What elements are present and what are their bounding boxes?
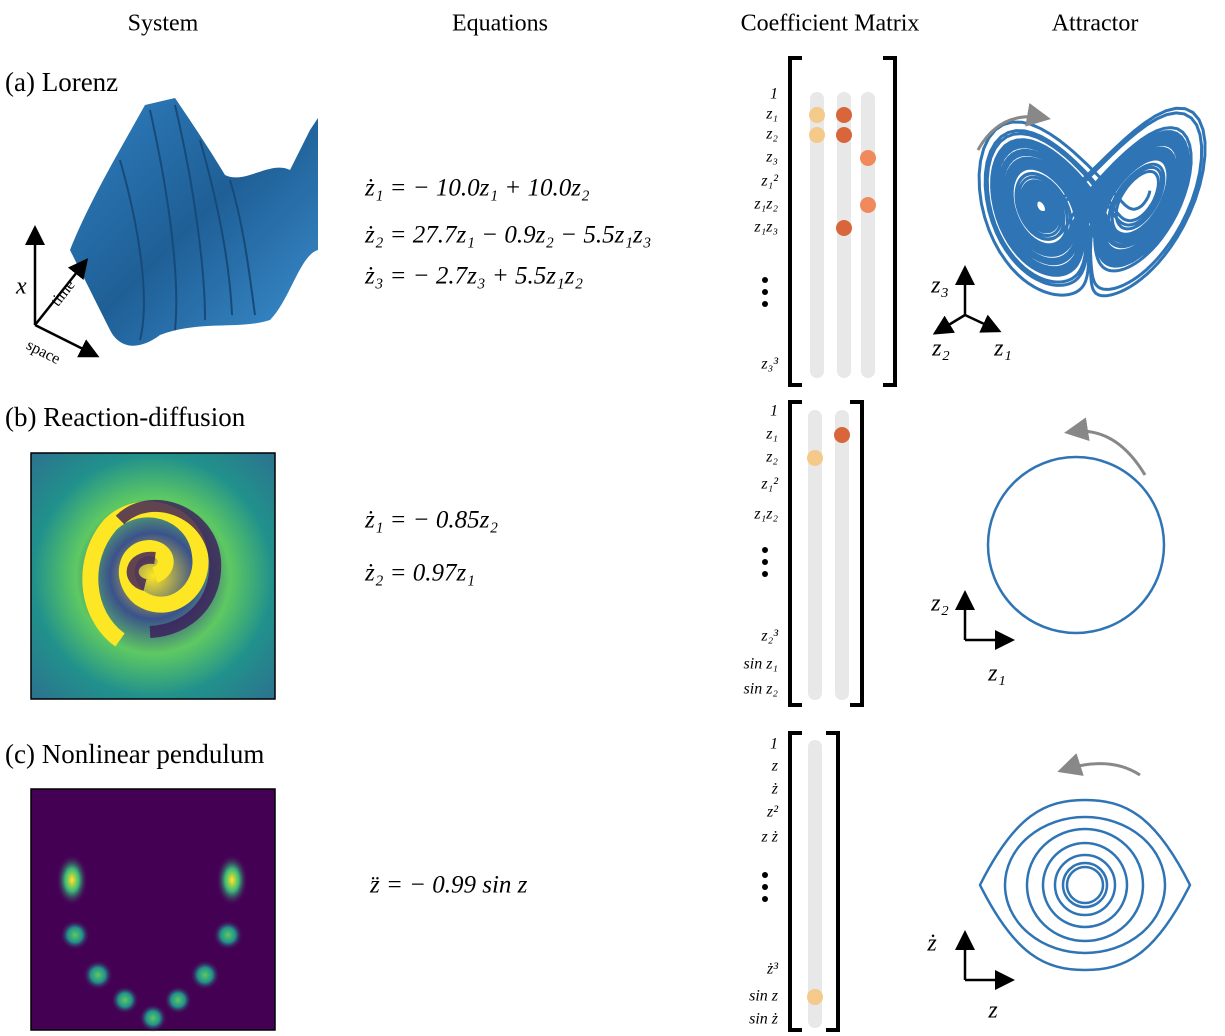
- matrix-row-label: z₂: [765, 449, 778, 466]
- pendulum-orbit: [1063, 863, 1107, 907]
- matrix-row-label: z₃: [765, 149, 778, 166]
- ellipsis-dot: [762, 289, 768, 295]
- matrix-row-label: 1: [770, 403, 778, 420]
- pendulum-orbit: [1005, 817, 1165, 953]
- bracket: [790, 402, 862, 705]
- axis-label: z₁: [987, 661, 1006, 687]
- matrix-column: [835, 410, 849, 700]
- ellipsis-dot: [762, 301, 768, 307]
- matrix-row-label: sin ż: [749, 1011, 779, 1028]
- axis-label: x: [15, 274, 27, 300]
- pendulum-orbit: [1067, 867, 1103, 903]
- matrix-column: [808, 740, 822, 1028]
- ellipsis-dot: [762, 571, 768, 577]
- matrix-row-label: z₃³: [760, 356, 778, 373]
- coefficient-dot: [860, 150, 876, 166]
- axis-arrow: [937, 315, 965, 332]
- column-header: Coefficient Matrix: [741, 11, 920, 37]
- matrix-row-label: z₁: [765, 426, 778, 443]
- pendulum-orbit: [1027, 829, 1143, 941]
- matrix-row-label: z: [771, 758, 779, 775]
- axis-label: z₂: [931, 336, 950, 362]
- coefficient-dot: [809, 127, 825, 143]
- coefficient-matrix: 1 zż z² z ż ż³ sin z sin ż: [749, 733, 838, 1030]
- column-header: Attractor: [1052, 11, 1139, 37]
- matrix-row-label: z₁z₃: [753, 219, 778, 236]
- matrix-row-label: sin z₂: [744, 681, 779, 698]
- matrix-row-label: 1: [770, 736, 778, 753]
- ellipsis-dot: [762, 884, 768, 890]
- limit-cycle: [988, 457, 1164, 633]
- axis-label: z: [987, 998, 998, 1024]
- matrix-column: [861, 92, 875, 378]
- ellipsis-dot: [762, 872, 768, 878]
- matrix-row-label: z₂³: [760, 628, 778, 645]
- axis-label: z₁: [993, 336, 1012, 362]
- matrix-row-label: sin z₁: [744, 656, 778, 673]
- matrix-row-label: sin z: [749, 988, 779, 1005]
- coefficient-dot: [836, 107, 852, 123]
- matrix-row-label: z²: [766, 804, 779, 821]
- flow-arrow: [1063, 764, 1140, 775]
- matrix-row-label: z ż: [761, 829, 779, 846]
- row-label: (b) Reaction-diffusion: [5, 402, 246, 432]
- reaction-diffusion-image: [31, 453, 275, 699]
- flow-arrow: [1070, 431, 1145, 475]
- coefficient-dot: [860, 197, 876, 213]
- column-header: Equations: [452, 11, 548, 37]
- matrix-row-label: z₁²: [760, 476, 779, 493]
- matrix-row-label: z₁z₂: [753, 196, 778, 213]
- coefficient-dot: [807, 989, 823, 1005]
- ellipsis-dot: [762, 277, 768, 283]
- surface-plot: x time space: [15, 98, 318, 368]
- matrix-row-label: z₁z₂: [753, 506, 778, 523]
- figure: x time space System Equations Coefficient …: [0, 0, 1225, 1036]
- coefficient-dot: [807, 450, 823, 466]
- matrix-row-label: 1: [770, 86, 778, 103]
- lorenz-attractor: [979, 108, 1205, 295]
- coefficient-dot: [834, 427, 850, 443]
- axis-label: z₂: [930, 591, 949, 617]
- ellipsis-dot: [762, 896, 768, 902]
- coefficient-dot: [836, 127, 852, 143]
- equation: ż₁ = − 0.85z₂: [364, 507, 498, 534]
- matrix-row-label: z₁: [765, 106, 778, 123]
- pendulum-image: [31, 789, 275, 1032]
- equation: ż₁ = − 10.0z₁ + 10.0z₂: [364, 175, 590, 202]
- ellipsis-dot: [762, 559, 768, 565]
- matrix-row-label: z₁²: [760, 173, 779, 190]
- row-label: (c) Nonlinear pendulum: [5, 739, 264, 769]
- pendulum-orbit: [980, 800, 1190, 970]
- row-label: (a) Lorenz: [5, 67, 118, 97]
- column-header: System: [128, 11, 199, 37]
- image-frame: [31, 453, 275, 699]
- axis-label: ż: [926, 931, 937, 957]
- equation: ż₂ = 0.97z₁: [364, 560, 475, 587]
- axis-label: z₃: [930, 273, 949, 299]
- equation: ż₃ = − 2.7z₃ + 5.5z₁z₂: [364, 263, 583, 290]
- equation: ż₂ = 27.7z₁ − 0.9z₂ − 5.5z₁z₃: [364, 222, 651, 249]
- matrix-row-label: ż: [771, 781, 779, 798]
- matrix-row-label: ż³: [766, 961, 778, 978]
- matrix-row-label: z₂: [765, 126, 778, 143]
- surface: [70, 98, 318, 346]
- axis-label: space: [24, 337, 63, 368]
- axis-arrow: [965, 315, 997, 330]
- image-frame: [31, 789, 275, 1030]
- coefficient-dot: [809, 107, 825, 123]
- ellipsis-dot: [762, 547, 768, 553]
- equation: z̈ = − 0.99 sin z: [369, 872, 528, 899]
- coefficient-dot: [836, 220, 852, 236]
